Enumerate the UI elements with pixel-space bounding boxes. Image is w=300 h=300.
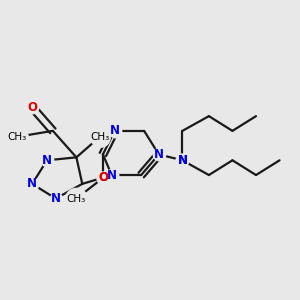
Text: N: N: [110, 124, 120, 137]
Text: N: N: [42, 154, 52, 167]
Text: CH₃: CH₃: [67, 194, 86, 204]
Text: N: N: [177, 154, 188, 167]
Text: N: N: [27, 177, 37, 190]
Text: CH₃: CH₃: [8, 132, 27, 142]
Text: N: N: [154, 148, 164, 161]
Text: N: N: [107, 169, 117, 182]
Text: O: O: [98, 172, 108, 184]
Text: CH₃: CH₃: [90, 132, 110, 142]
Text: O: O: [98, 172, 108, 184]
Text: N: N: [51, 192, 61, 205]
Text: N: N: [177, 154, 188, 167]
Text: O: O: [27, 101, 37, 114]
